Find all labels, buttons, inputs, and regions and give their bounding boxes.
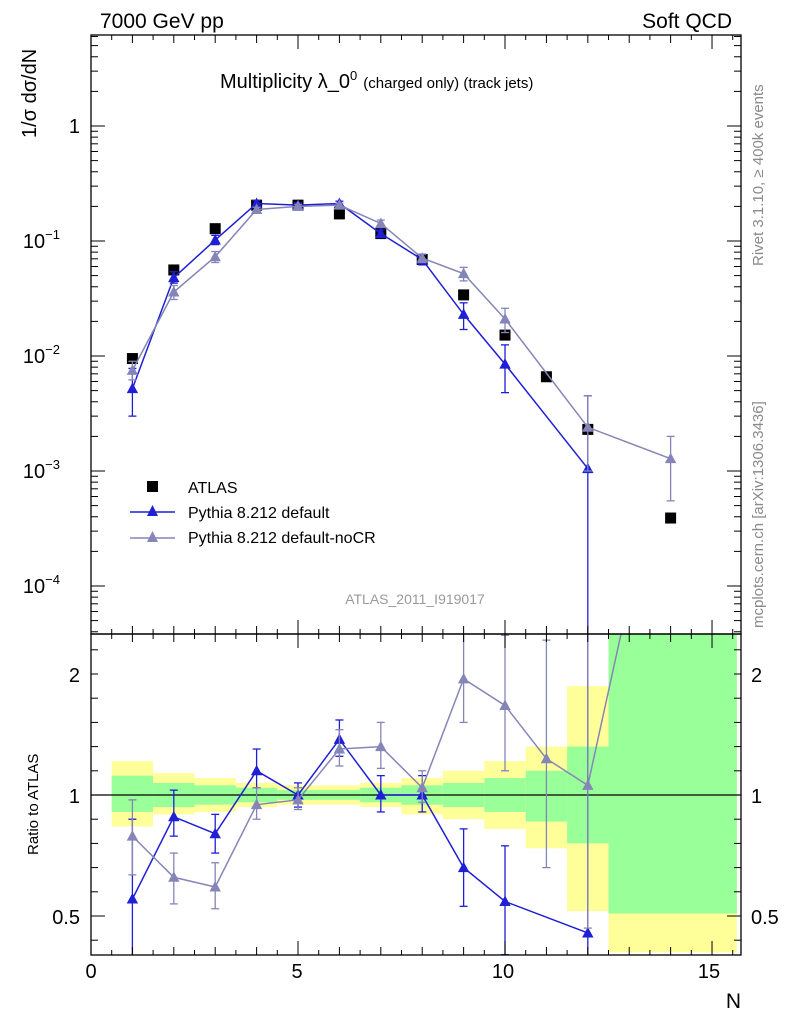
point-pythia-8-212-default-nocr bbox=[292, 200, 304, 211]
point-atlas bbox=[499, 329, 511, 341]
ratio-ytick-label-right-0-5: 0.5 bbox=[751, 907, 779, 929]
point-pythia-8-212-default bbox=[250, 197, 263, 208]
ratio-ytick-label-1: 1 bbox=[69, 786, 80, 808]
ratio-point-pythia-8-212-default bbox=[457, 861, 470, 873]
ratio-point-pythia-8-212-default bbox=[250, 764, 263, 776]
header-energy-label: 7000 GeV pp bbox=[100, 10, 224, 33]
point-pythia-8-212-default-nocr bbox=[457, 267, 470, 279]
ratio-point-pythia-8-212-default-nocr bbox=[375, 740, 387, 752]
ratio-ytick-label-2: 2 bbox=[69, 665, 80, 687]
ytick-exp-1e-2: −2 bbox=[45, 342, 60, 357]
main-title-text: Multiplicity λ_0 bbox=[220, 71, 350, 93]
ratio-point-pythia-8-212-default bbox=[168, 810, 180, 822]
point-pythia-8-212-default-nocr bbox=[209, 250, 221, 262]
point-atlas bbox=[333, 208, 345, 220]
point-atlas bbox=[458, 289, 470, 301]
rivet-version-label: Rivet 3.1.10, ≥ 400k events bbox=[750, 84, 767, 266]
xtick-label-0: 0 bbox=[85, 961, 96, 983]
ratio-point-pythia-8-212-default-nocr bbox=[250, 798, 263, 810]
ytick-exp-1e-3: −3 bbox=[45, 457, 60, 472]
ratio-point-pythia-8-212-default-nocr bbox=[168, 871, 180, 882]
legend-marker-default bbox=[147, 505, 158, 516]
xtick-label-10: 10 bbox=[492, 961, 514, 983]
point-pythia-8-212-default-nocr bbox=[375, 217, 387, 228]
series-line-pythia-8-212-default bbox=[131, 202, 589, 470]
ratio-point-pythia-8-212-default-nocr bbox=[416, 781, 428, 793]
point-pythia-8-212-default-nocr bbox=[582, 421, 594, 432]
point-pythia-8-212-default bbox=[126, 382, 139, 394]
ratio-y-axis-label: Ratio to ATLAS bbox=[25, 754, 42, 855]
point-atlas bbox=[665, 512, 677, 524]
ratio-point-pythia-8-212-default-nocr bbox=[292, 793, 304, 805]
analysis-watermark: ATLAS_2011_I919017 bbox=[345, 591, 485, 607]
point-pythia-8-212-default-nocr bbox=[250, 203, 263, 214]
ratio-point-pythia-8-212-default-nocr bbox=[209, 880, 221, 892]
ytick-label-1e-4: 10−4 bbox=[23, 572, 60, 598]
x-axis-label: N bbox=[726, 990, 741, 1013]
ratio-point-pythia-8-212-default bbox=[126, 893, 139, 904]
point-pythia-8-212-default bbox=[375, 227, 387, 239]
header-category-label: Soft QCD bbox=[642, 10, 732, 33]
point-atlas bbox=[540, 371, 552, 383]
ytick-label-1e-2: 10−2 bbox=[23, 342, 60, 368]
ratio-band-green-12 bbox=[608, 634, 737, 914]
ytick-label-1e-1: 10−1 bbox=[23, 227, 60, 253]
legend-label-atlas: ATLAS bbox=[188, 480, 238, 497]
point-pythia-8-212-default-nocr bbox=[499, 312, 511, 324]
legend-label-nocr: Pythia 8.212 default-noCR bbox=[188, 530, 376, 547]
point-atlas bbox=[168, 264, 180, 276]
legend-label-default: Pythia 8.212 default bbox=[188, 505, 330, 522]
xtick-label-15: 15 bbox=[698, 961, 720, 983]
ratio-point-pythia-8-212-default-nocr bbox=[540, 752, 553, 764]
series-line-pythia-8-212-default-nocr bbox=[131, 204, 671, 460]
ratio-point-pythia-8-212-default-nocr bbox=[126, 830, 139, 841]
point-atlas bbox=[209, 223, 221, 235]
ratio-point-pythia-8-212-default-nocr bbox=[457, 672, 470, 684]
point-pythia-8-212-default-nocr bbox=[664, 452, 677, 464]
point-pythia-8-212-default-nocr bbox=[333, 199, 346, 210]
ratio-plot-data bbox=[126, 402, 676, 955]
mcplots-reference-label: mcplots.cern.ch [arXiv:1306.3436] bbox=[750, 401, 767, 628]
point-atlas bbox=[126, 353, 138, 365]
ratio-point-pythia-8-212-default-nocr bbox=[499, 699, 511, 710]
point-pythia-8-212-default bbox=[168, 271, 180, 283]
ratio-ytick-label-0-5: 0.5 bbox=[52, 907, 80, 929]
point-pythia-8-212-default-nocr bbox=[416, 252, 428, 263]
axis-ticks bbox=[90, 35, 741, 955]
point-pythia-8-212-default bbox=[499, 358, 511, 369]
xtick-label-5: 5 bbox=[291, 961, 302, 983]
main-plot-data bbox=[126, 197, 677, 634]
ytick-label-1: 1 bbox=[69, 116, 80, 138]
ytick-label-1e-3: 10−3 bbox=[23, 457, 60, 483]
ytick-exp-1e-1: −1 bbox=[45, 227, 60, 242]
point-pythia-8-212-default-nocr bbox=[126, 364, 139, 375]
main-title: Multiplicity λ_00 (charged only) (track j… bbox=[220, 68, 533, 93]
ratio-point-pythia-8-212-default bbox=[582, 926, 594, 938]
ratio-point-pythia-8-212-default-nocr bbox=[333, 743, 346, 754]
point-pythia-8-212-default bbox=[209, 234, 221, 245]
main-title-suffix: (charged only) (track jets) bbox=[363, 75, 533, 92]
ytick-exp-1e-4: −4 bbox=[45, 572, 60, 587]
main-y-axis-label: 1/σ dσ/dN bbox=[19, 49, 41, 138]
legend-marker-nocr bbox=[147, 531, 158, 542]
ratio-uncertainty-bands bbox=[111, 634, 737, 953]
main-title-sup: 0 bbox=[350, 68, 357, 83]
legend: ATLAS Pythia 8.212 default Pythia 8.212 … bbox=[130, 480, 376, 547]
ratio-point-pythia-8-212-default-nocr bbox=[582, 779, 594, 790]
point-pythia-8-212-default bbox=[457, 308, 470, 319]
ratio-ytick-label-right-2: 2 bbox=[751, 665, 762, 687]
ratio-point-pythia-8-212-default bbox=[375, 789, 387, 800]
ratio-point-pythia-8-212-default-nocr bbox=[665, 402, 676, 413]
legend-marker-atlas bbox=[147, 481, 158, 492]
ratio-ytick-label-right-1: 1 bbox=[751, 786, 762, 808]
ratio-point-pythia-8-212-default bbox=[209, 827, 221, 839]
point-pythia-8-212-default-nocr bbox=[168, 286, 180, 297]
ratio-point-pythia-8-212-default bbox=[499, 895, 511, 906]
